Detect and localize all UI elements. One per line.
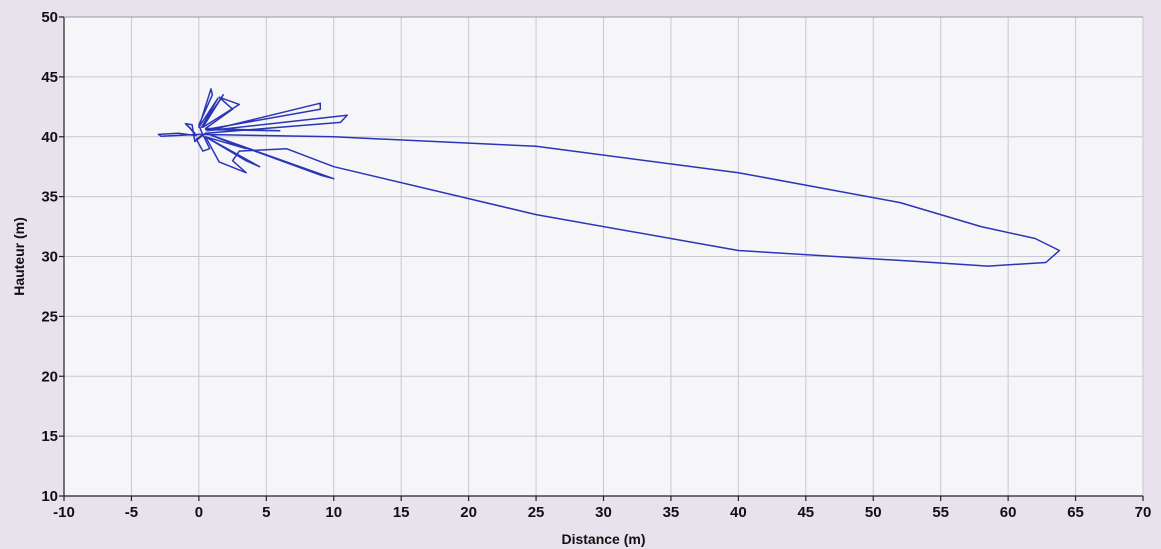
series-layer bbox=[157, 88, 1061, 267]
x-tick-label: 65 bbox=[1067, 504, 1084, 521]
x-tick-label: 20 bbox=[460, 504, 477, 521]
y-tick-label: 20 bbox=[41, 368, 58, 385]
x-tick-label: 0 bbox=[195, 504, 203, 521]
x-tick-label: 45 bbox=[797, 504, 814, 521]
x-tick-label: 50 bbox=[865, 504, 882, 521]
x-tick-label: 5 bbox=[262, 504, 270, 521]
x-tick-label: 55 bbox=[932, 504, 949, 521]
x-tick-label: 40 bbox=[730, 504, 747, 521]
x-tick-label: 10 bbox=[325, 504, 342, 521]
y-tick-label: 35 bbox=[41, 189, 58, 206]
x-tick-label: 60 bbox=[1000, 504, 1017, 521]
x-tick-label: 70 bbox=[1135, 504, 1152, 521]
y-tick-label: 45 bbox=[41, 69, 58, 86]
y-tick-label: 50 bbox=[41, 9, 58, 26]
x-tick-label: 35 bbox=[663, 504, 680, 521]
y-tick-label: 15 bbox=[41, 428, 58, 445]
y-axis-ticks: 10 15 20 25 30 35 40 45 50 bbox=[41, 9, 64, 505]
x-tick-label: 15 bbox=[393, 504, 410, 521]
x-tick-label: -10 bbox=[53, 504, 75, 521]
x-tick-label: 30 bbox=[595, 504, 612, 521]
y-tick-label: 40 bbox=[41, 129, 58, 146]
y-tick-label: 10 bbox=[41, 488, 58, 505]
x-axis-ticks: -10 -5 0 5 10 15 20 25 30 35 40 45 50 55 60 65 70 bbox=[53, 496, 1151, 521]
y-axis-title: Hauteur (m) bbox=[11, 217, 27, 296]
x-axis-title: Distance (m) bbox=[561, 531, 645, 547]
y-tick-label: 25 bbox=[41, 308, 58, 325]
x-tick-label: 25 bbox=[528, 504, 545, 521]
series-line bbox=[157, 88, 1061, 267]
x-tick-label: -5 bbox=[125, 504, 138, 521]
y-tick-label: 30 bbox=[41, 249, 58, 266]
